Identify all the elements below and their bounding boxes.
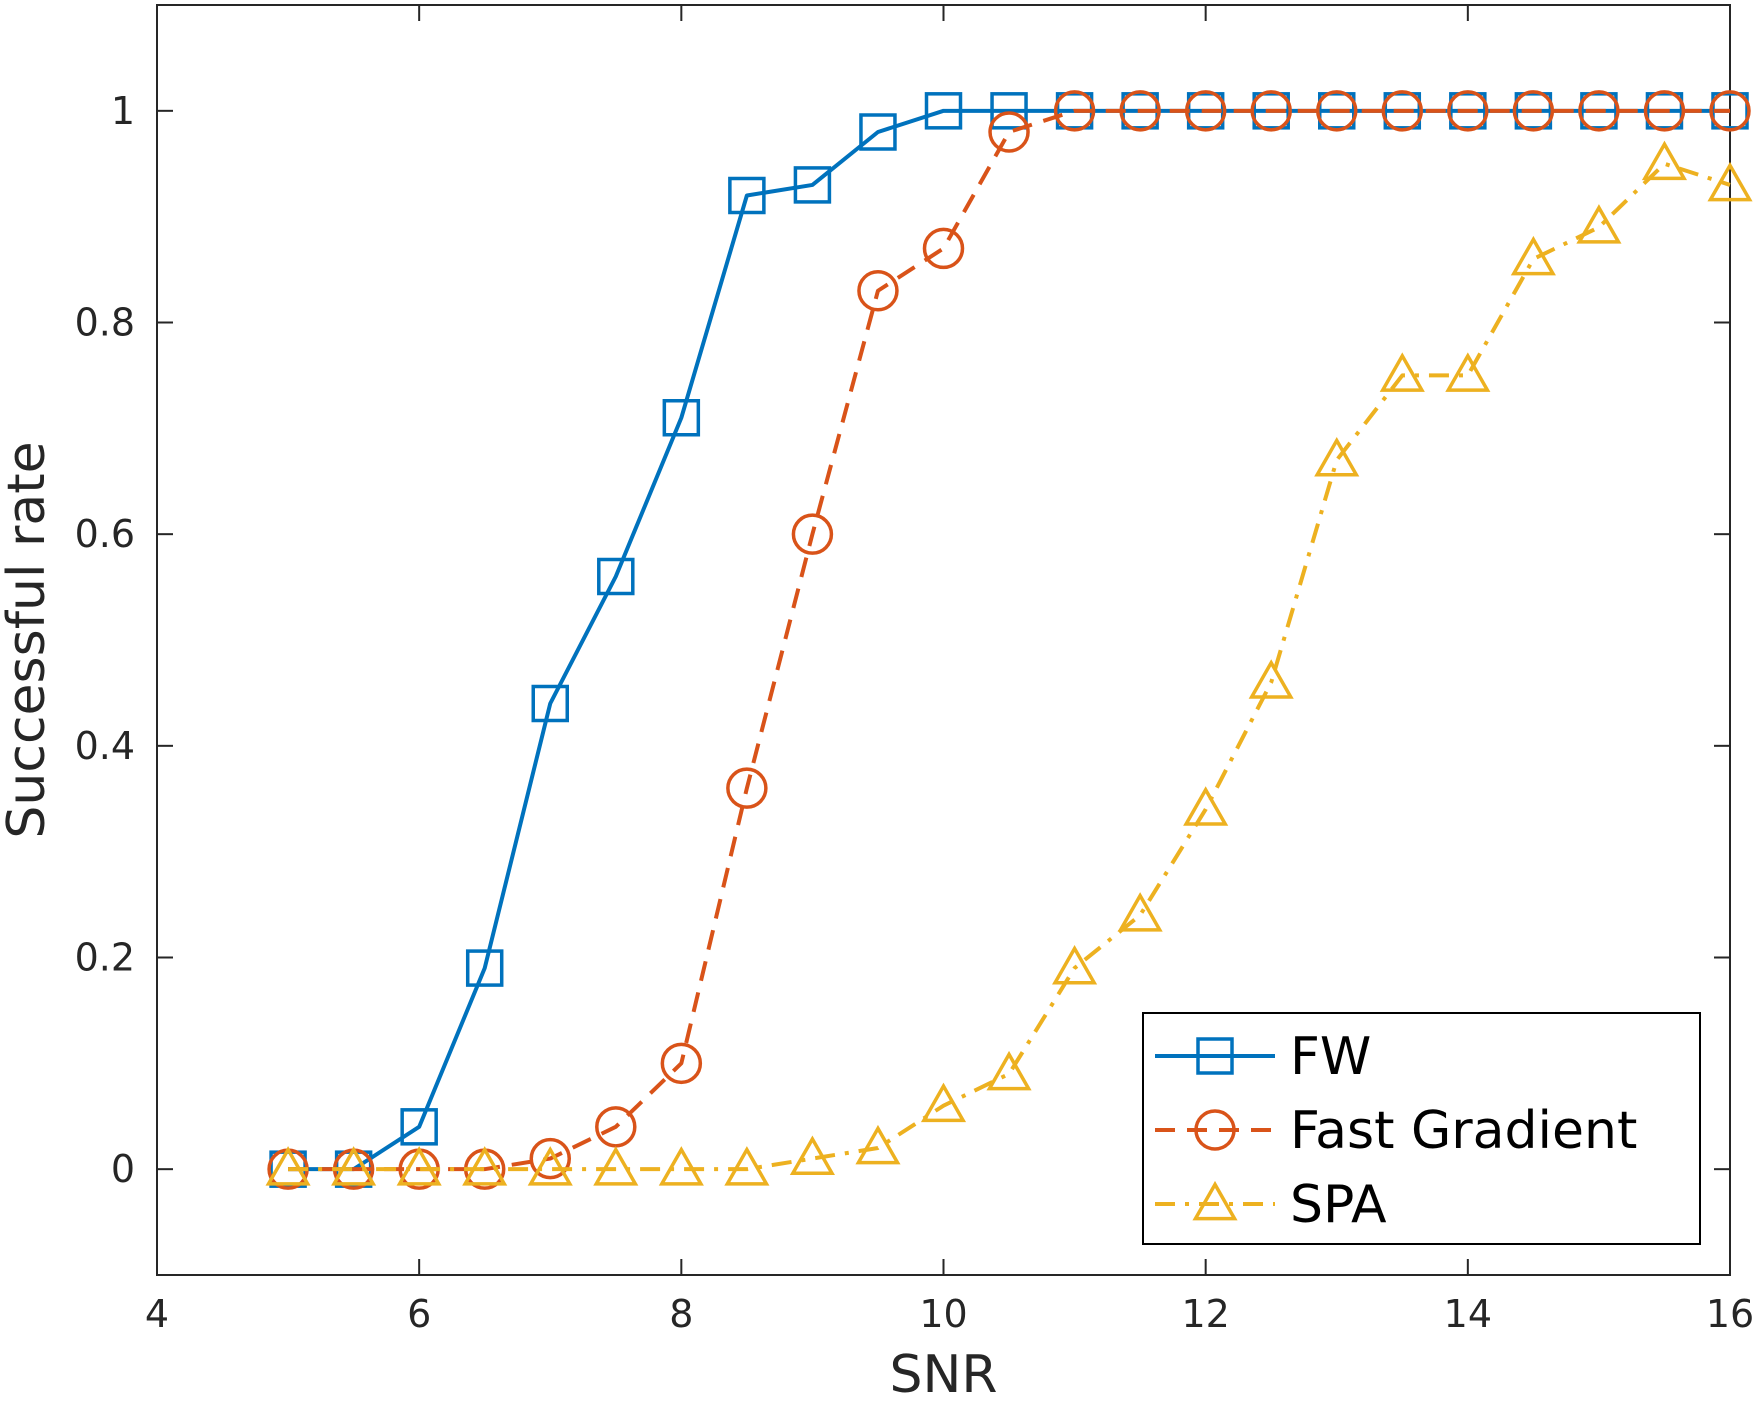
data-point-spa: [1379, 352, 1425, 392]
data-point-fast-gradient: [1250, 90, 1292, 132]
data-point-fast-gradient: [1447, 90, 1489, 132]
data-point-fw: [1383, 92, 1422, 130]
series-spa: [265, 140, 1753, 1186]
data-point-spa: [331, 1146, 377, 1186]
series-line-fast-gradient: [288, 108, 1730, 1172]
data-point-spa: [986, 1050, 1032, 1091]
data-point-fw: [1318, 92, 1356, 130]
x-tick-label: 16: [1706, 1292, 1754, 1336]
data-point-spa: [1248, 659, 1294, 699]
series-line-fw: [288, 108, 1730, 1172]
data-point-fw: [1252, 92, 1290, 130]
data-point-fw: [1449, 92, 1487, 130]
y-tick-label: 0: [111, 1147, 135, 1191]
data-point-spa: [1510, 235, 1556, 276]
data-point-fw: [1514, 92, 1553, 130]
legend-label-fast-gradient: Fast Gradient: [1290, 1101, 1637, 1161]
data-point-spa: [1052, 945, 1098, 985]
data-point-fast-gradient: [1053, 90, 1096, 132]
data-point-fast-gradient: [1381, 90, 1424, 132]
data-series: [265, 90, 1753, 1190]
data-point-fast-gradient: [988, 111, 1030, 153]
y-tick-label: 0.6: [75, 512, 135, 556]
data-point-fw: [1711, 92, 1749, 130]
legend-label-fw: FW: [1290, 1027, 1371, 1087]
data-point-fast-gradient: [1578, 90, 1620, 132]
data-point-fast-gradient: [726, 767, 768, 809]
x-tick-label: 6: [407, 1292, 431, 1336]
data-point-spa: [1314, 437, 1360, 477]
y-tick-label: 1: [111, 89, 135, 133]
data-point-fast-gradient: [1316, 90, 1358, 132]
data-point-fw: [924, 92, 963, 130]
data-point-spa: [1117, 892, 1163, 932]
data-point-spa: [396, 1146, 442, 1186]
data-point-fw: [465, 949, 504, 987]
x-tick-label: 14: [1444, 1292, 1492, 1336]
data-point-fw: [662, 399, 701, 437]
y-tick-label: 0.4: [75, 724, 135, 768]
legend-label-spa: SPA: [1290, 1175, 1387, 1235]
data-point-fast-gradient: [529, 1137, 571, 1180]
data-point-fw: [793, 166, 832, 204]
data-point-fast-gradient: [1184, 90, 1227, 132]
data-point-fast-gradient: [791, 513, 834, 555]
legend-marker-fw: [1196, 1037, 1234, 1075]
data-point-fast-gradient: [922, 227, 965, 270]
data-point-fw: [597, 557, 635, 596]
data-point-spa: [658, 1146, 704, 1186]
x-tick-label: 10: [919, 1292, 967, 1336]
x-tick-label: 8: [669, 1292, 693, 1336]
x-tick-label: 12: [1181, 1292, 1229, 1336]
data-point-fast-gradient: [1709, 90, 1751, 132]
data-point-fast-gradient: [857, 270, 899, 312]
data-point-fast-gradient: [1512, 90, 1555, 132]
data-point-spa: [593, 1146, 639, 1186]
data-point-fw: [859, 113, 897, 151]
data-point-spa: [1183, 786, 1229, 826]
x-axis-title: SNR: [889, 1345, 997, 1405]
y-tick-label: 0.2: [75, 936, 135, 980]
data-point-spa: [1707, 161, 1753, 202]
data-point-spa: [1445, 352, 1491, 392]
legend: FW Fast Gradient SPA: [1142, 1012, 1701, 1245]
data-point-fast-gradient: [1643, 90, 1686, 132]
data-point-fw: [400, 1108, 438, 1146]
series-fast-gradient: [267, 90, 1751, 1190]
data-point-fast-gradient: [595, 1106, 637, 1148]
axis-ticks: 4 6 8 10 12 14 16 0 0.2 0.4 0.6 0.8 1: [75, 5, 1754, 1336]
x-tick-label: 4: [145, 1292, 169, 1336]
data-point-fast-gradient: [1119, 90, 1161, 132]
data-point-fast-gradient: [660, 1042, 703, 1085]
data-point-spa: [265, 1146, 311, 1186]
data-point-spa: [462, 1146, 508, 1186]
data-point-fw: [531, 684, 569, 723]
data-point-spa: [920, 1082, 967, 1123]
y-axis-title: Successful rate: [0, 441, 57, 838]
data-point-spa: [527, 1146, 573, 1186]
y-tick-label: 0.8: [75, 301, 135, 345]
data-point-fw: [728, 176, 766, 215]
data-point-spa: [855, 1124, 901, 1165]
data-point-spa: [724, 1146, 770, 1186]
series-fw: [269, 92, 1749, 1188]
data-point-fw: [1645, 92, 1684, 130]
data-point-fw: [1580, 92, 1618, 130]
data-point-spa: [1641, 140, 1688, 181]
legend-marker-spa: [1192, 1180, 1238, 1221]
legend-marker-fast-gradient: [1194, 1109, 1236, 1151]
data-point-fw: [990, 92, 1028, 130]
data-point-spa: [1576, 204, 1622, 244]
legend-box: [1142, 1012, 1701, 1245]
data-point-spa: [789, 1135, 835, 1175]
